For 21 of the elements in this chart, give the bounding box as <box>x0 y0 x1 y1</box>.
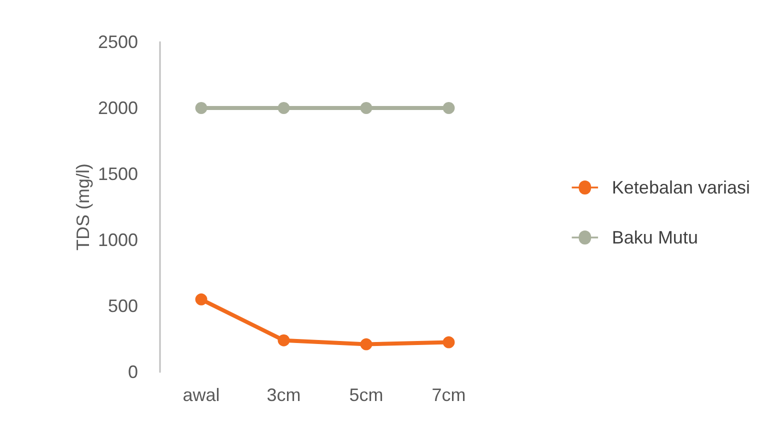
x-tick-label: 3cm <box>266 385 301 405</box>
legend-label: Baku Mutu <box>612 228 698 248</box>
y-tick-label: 0 <box>128 362 138 382</box>
point <box>360 102 372 114</box>
point <box>278 334 290 346</box>
point <box>195 293 208 306</box>
y-tick-label: 2000 <box>98 98 138 118</box>
y-tick-label: 1500 <box>98 164 138 184</box>
point <box>442 336 455 348</box>
x-tick-label: 5cm <box>349 385 384 405</box>
point <box>278 102 290 114</box>
y-tick-label: 500 <box>108 296 138 316</box>
y-axis-title: TDS (mg/l) <box>73 164 93 250</box>
point <box>195 102 208 114</box>
point <box>360 338 372 350</box>
y-tick-label: 1000 <box>98 230 138 250</box>
x-tick-label: 7cm <box>432 385 466 405</box>
x-tick-label: awal <box>182 385 220 405</box>
legend-label: Ketebalan variasi <box>612 178 750 198</box>
point <box>442 102 455 114</box>
y-tick-label: 2500 <box>98 32 138 52</box>
